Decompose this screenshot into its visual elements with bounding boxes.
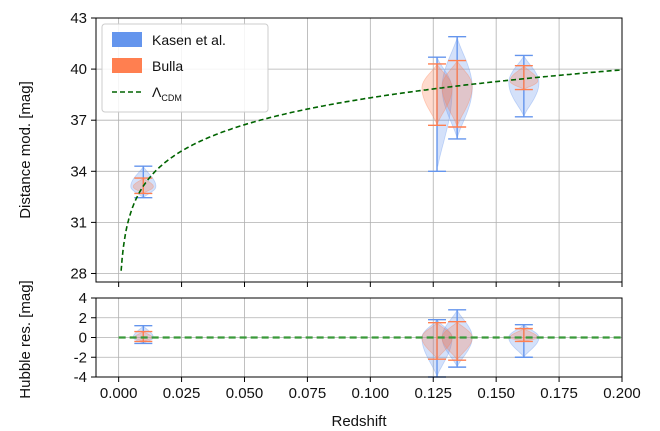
legend: Kasen et al. Bulla ΛCDM	[101, 23, 269, 113]
top-y-tick-label: 43	[70, 10, 87, 27]
top-y-ticks: 28 31 34 37 40 43	[70, 10, 96, 282]
x-tick-label: 0.000	[100, 385, 138, 402]
x-tick-label: 0.150	[477, 385, 515, 402]
top-violin-bulla	[441, 59, 473, 129]
bottom-y-tick-label: 4	[79, 290, 87, 307]
top-violin-body	[436, 57, 453, 167]
x-axis-label: Redshift	[331, 413, 387, 430]
bottom-y-tick-label: 0	[79, 330, 87, 347]
top-y-tick-label: 34	[70, 163, 87, 180]
top-y-axis-label: Distance mod. [mag]	[17, 81, 34, 219]
top-y-tick-label: 40	[70, 61, 87, 78]
bottom-y-ticks: -4 -2 0 2 4	[74, 290, 96, 386]
legend-box	[101, 23, 269, 113]
top-violin-bulla	[421, 63, 453, 127]
top-y-tick-label: 37	[70, 112, 87, 129]
top-violin-bulla	[509, 64, 539, 91]
bottom-y-tick-label: -4	[74, 369, 87, 386]
x-tick-label: 0.200	[603, 385, 641, 402]
top-y-tick-label: 31	[70, 214, 87, 231]
x-tick-label: 0.125	[414, 385, 452, 402]
bottom-violins	[118, 309, 622, 379]
top-y-tick-label: 28	[70, 265, 87, 282]
bottom-y-axis-label: Hubble res. [mag]	[17, 280, 34, 398]
distance-modulus-panel: 28 31 34 37 40 43 Distance mod. [mag] Kasen e…	[17, 10, 623, 283]
x-tick-label: 0.175	[540, 385, 578, 402]
bottom-plot-frame	[95, 297, 623, 378]
bottom-violin-bulla	[134, 330, 153, 343]
legend-swatch	[112, 32, 142, 47]
x-tick-label: 0.075	[289, 385, 327, 402]
legend-label: Kasen et al.	[152, 32, 226, 48]
bottom-violin-bulla	[509, 327, 539, 343]
legend-label: ΛCDM	[152, 84, 182, 103]
top-violins	[120, 36, 623, 271]
x-tick-label: 0.025	[163, 385, 201, 402]
bottom-violin-bulla	[441, 321, 473, 362]
legend-label: Bulla	[152, 58, 183, 74]
bottom-y-tick-label: 2	[79, 310, 87, 327]
top-grid	[96, 17, 623, 282]
bottom-violin-bulla	[421, 321, 453, 361]
lcdm-curve	[120, 69, 623, 271]
x-tick-label: 0.050	[226, 385, 264, 402]
legend-swatch	[112, 58, 142, 73]
x-axis-ticks: 0.000 0.025 0.050 0.075 0.100 0.125 0.150 0.175…	[100, 282, 641, 402]
top-plot-frame	[95, 17, 623, 283]
x-tick-label: 0.100	[352, 385, 390, 402]
bottom-y-tick-label: -2	[74, 349, 87, 366]
